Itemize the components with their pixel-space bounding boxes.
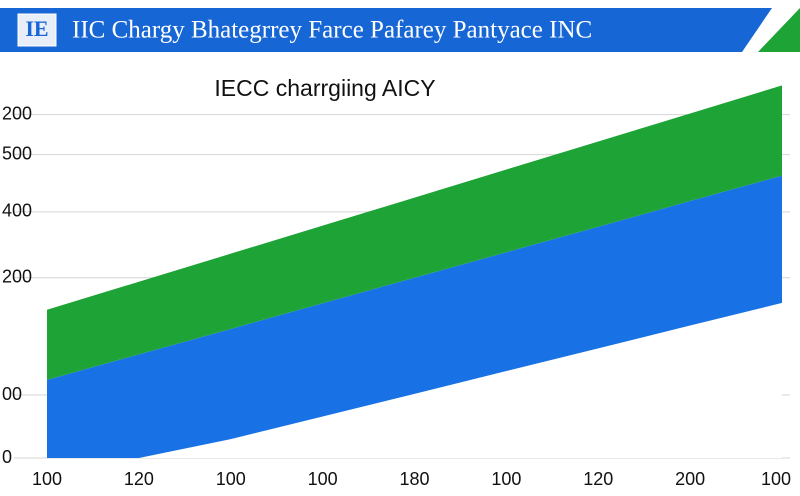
area xyxy=(47,175,782,458)
y-tick-label: 500 xyxy=(2,143,32,163)
y-tick-label: 00 xyxy=(2,384,22,404)
chart-title: IIC Chargy Bhategrrey Farce Pafarey Pant… xyxy=(72,17,592,44)
x-tick-label: 200 xyxy=(675,469,705,489)
header-accent xyxy=(758,8,800,52)
areas xyxy=(47,85,782,458)
y-tick-label: 200 xyxy=(2,266,32,286)
x-tick-label: 100 xyxy=(491,469,521,489)
chart-subtitle: IECC charrgiing AICY xyxy=(214,75,435,101)
x-tick-label: 120 xyxy=(583,469,613,489)
x-tick-label: 100 xyxy=(32,469,62,489)
area xyxy=(47,302,782,458)
header: IE IIC Chargy Bhategrrey Farce Pafarey P… xyxy=(0,8,800,52)
header-bar xyxy=(0,8,772,52)
x-tick-label: 120 xyxy=(124,469,154,489)
x-tick-label: 100 xyxy=(308,469,338,489)
y-tick-label: 400 xyxy=(2,201,32,221)
y-tick-label: 200 xyxy=(2,103,32,123)
area xyxy=(47,85,782,380)
y-tick-label: 0 xyxy=(2,447,12,467)
x-tick-label: 180 xyxy=(399,469,429,489)
logo-mark: IE xyxy=(25,16,48,41)
logo xyxy=(17,13,57,47)
x-tick-label: 100 xyxy=(761,469,791,489)
x-tick-label: 100 xyxy=(216,469,246,489)
